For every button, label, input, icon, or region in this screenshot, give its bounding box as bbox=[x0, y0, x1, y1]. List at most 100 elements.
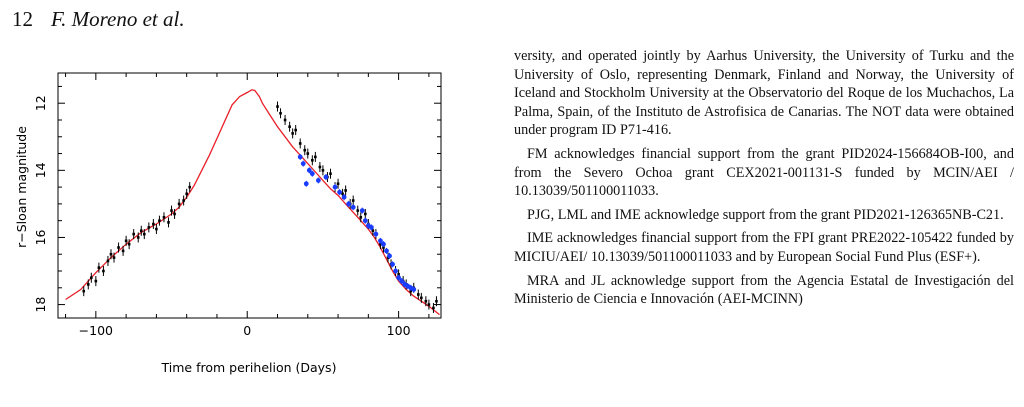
black-data-point bbox=[112, 256, 116, 259]
black-data-point bbox=[188, 185, 192, 189]
black-data-point bbox=[162, 216, 166, 219]
blue-data-point bbox=[362, 218, 368, 224]
blue-data-point bbox=[297, 154, 303, 160]
paragraph-not-facility: versity, and operated jointly by Aarhus … bbox=[514, 48, 1014, 139]
black-data-point bbox=[432, 306, 435, 310]
black-data-point bbox=[424, 299, 428, 303]
blue-data-point bbox=[368, 224, 374, 230]
black-data-point bbox=[170, 209, 173, 212]
black-data-point bbox=[420, 296, 423, 300]
black-data-point bbox=[185, 192, 188, 196]
paragraph-ime-ack: IME acknowledges financial support from … bbox=[514, 230, 1014, 265]
black-data-point bbox=[288, 125, 291, 128]
blue-data-point bbox=[359, 208, 365, 214]
x-tick-label: −100 bbox=[79, 323, 113, 338]
paragraph-mra-ack: MRA and JL acknowledge support from the … bbox=[514, 272, 1014, 308]
black-data-point bbox=[182, 199, 185, 202]
black-data-point bbox=[147, 226, 151, 229]
black-data-point bbox=[318, 165, 322, 169]
black-data-point bbox=[109, 252, 113, 256]
blue-data-point bbox=[378, 238, 383, 244]
black-data-point bbox=[142, 232, 146, 236]
black-data-point bbox=[314, 155, 317, 159]
paragraph-fm-ack: FM acknowledges financial support from t… bbox=[514, 145, 1014, 200]
page-number: 12 bbox=[12, 7, 33, 31]
black-data-point bbox=[158, 219, 161, 222]
black-data-point bbox=[152, 222, 155, 226]
black-data-point bbox=[409, 289, 413, 293]
black-data-point bbox=[82, 289, 86, 293]
blue-data-point bbox=[373, 231, 379, 237]
x-tick-label: 0 bbox=[243, 323, 251, 338]
blue-data-point bbox=[346, 201, 352, 207]
black-data-point bbox=[341, 192, 344, 196]
blue-data-point bbox=[341, 194, 347, 200]
y-axis-label: r−Sloan magnitude bbox=[14, 126, 29, 248]
blue-data-point bbox=[399, 278, 405, 284]
black-data-point bbox=[298, 142, 302, 145]
black-data-point bbox=[351, 199, 355, 202]
blue-data-point bbox=[411, 287, 417, 292]
y-tick-label: 16 bbox=[33, 229, 48, 245]
black-data-point bbox=[306, 152, 310, 155]
black-data-point bbox=[155, 227, 158, 231]
black-data-point bbox=[336, 182, 340, 186]
blue-data-point bbox=[384, 248, 389, 254]
running-header: 12 F. Moreno et al. bbox=[12, 7, 185, 33]
black-data-point bbox=[294, 128, 297, 132]
blue-data-point bbox=[387, 253, 392, 259]
blue-data-point bbox=[306, 167, 312, 173]
black-data-point bbox=[416, 293, 420, 296]
black-data-point bbox=[279, 111, 282, 115]
black-data-point bbox=[106, 259, 110, 263]
blue-data-point bbox=[381, 241, 386, 247]
black-data-point bbox=[371, 229, 375, 233]
black-data-point bbox=[167, 221, 170, 224]
y-tick-label: 14 bbox=[33, 162, 48, 178]
blue-data-point bbox=[393, 268, 398, 274]
blue-data-point bbox=[332, 184, 338, 190]
black-data-point bbox=[344, 189, 347, 192]
y-tick-label: 12 bbox=[33, 95, 48, 111]
black-data-point bbox=[97, 266, 101, 269]
black-data-point bbox=[321, 169, 325, 172]
black-data-point bbox=[359, 216, 363, 219]
body-text-column: versity, and operated jointly by Aarhus … bbox=[514, 47, 1014, 314]
blue-data-point bbox=[337, 189, 342, 195]
light-curve-figure: −100 0 100 12 14 16 18 Time from perihelion (D… bbox=[14, 72, 442, 375]
blue-data-point bbox=[309, 171, 315, 177]
model-curve bbox=[65, 89, 440, 316]
blue-data-point bbox=[303, 181, 309, 187]
black-data-point bbox=[136, 236, 140, 239]
black-data-point bbox=[291, 132, 294, 135]
black-data-point bbox=[329, 172, 332, 175]
black-data-point bbox=[86, 283, 90, 286]
black-data-point bbox=[127, 242, 131, 246]
black-data-point bbox=[356, 209, 360, 212]
x-tick-label: 100 bbox=[387, 323, 411, 338]
black-data-point bbox=[124, 239, 128, 243]
blue-data-point bbox=[396, 275, 402, 281]
running-authors: F. Moreno et al. bbox=[51, 7, 185, 31]
black-data-point bbox=[364, 212, 367, 216]
blue-data-point bbox=[315, 177, 321, 183]
black-data-point bbox=[283, 118, 287, 122]
blue-data-point bbox=[390, 261, 395, 267]
paragraph-pjg-ack: PJG, LML and IME acknowledge support fro… bbox=[527, 206, 1004, 223]
y-tick-label: 18 bbox=[33, 297, 48, 313]
plot-frame bbox=[57, 72, 442, 319]
black-data-point bbox=[102, 269, 105, 273]
black-data-point bbox=[117, 246, 120, 249]
black-data-point bbox=[132, 232, 135, 236]
black-data-point bbox=[276, 105, 279, 108]
blue-data-point bbox=[350, 204, 356, 210]
x-axis-label: Time from perihelion (Days) bbox=[161, 360, 337, 375]
black-data-point bbox=[303, 148, 307, 152]
black-data-point bbox=[427, 303, 431, 306]
black-data-point bbox=[382, 246, 385, 249]
black-data-point bbox=[90, 276, 93, 280]
black-data-point bbox=[311, 158, 314, 162]
black-data-point bbox=[177, 202, 181, 206]
black-data-point bbox=[94, 279, 98, 283]
blue-data-point bbox=[323, 174, 329, 180]
